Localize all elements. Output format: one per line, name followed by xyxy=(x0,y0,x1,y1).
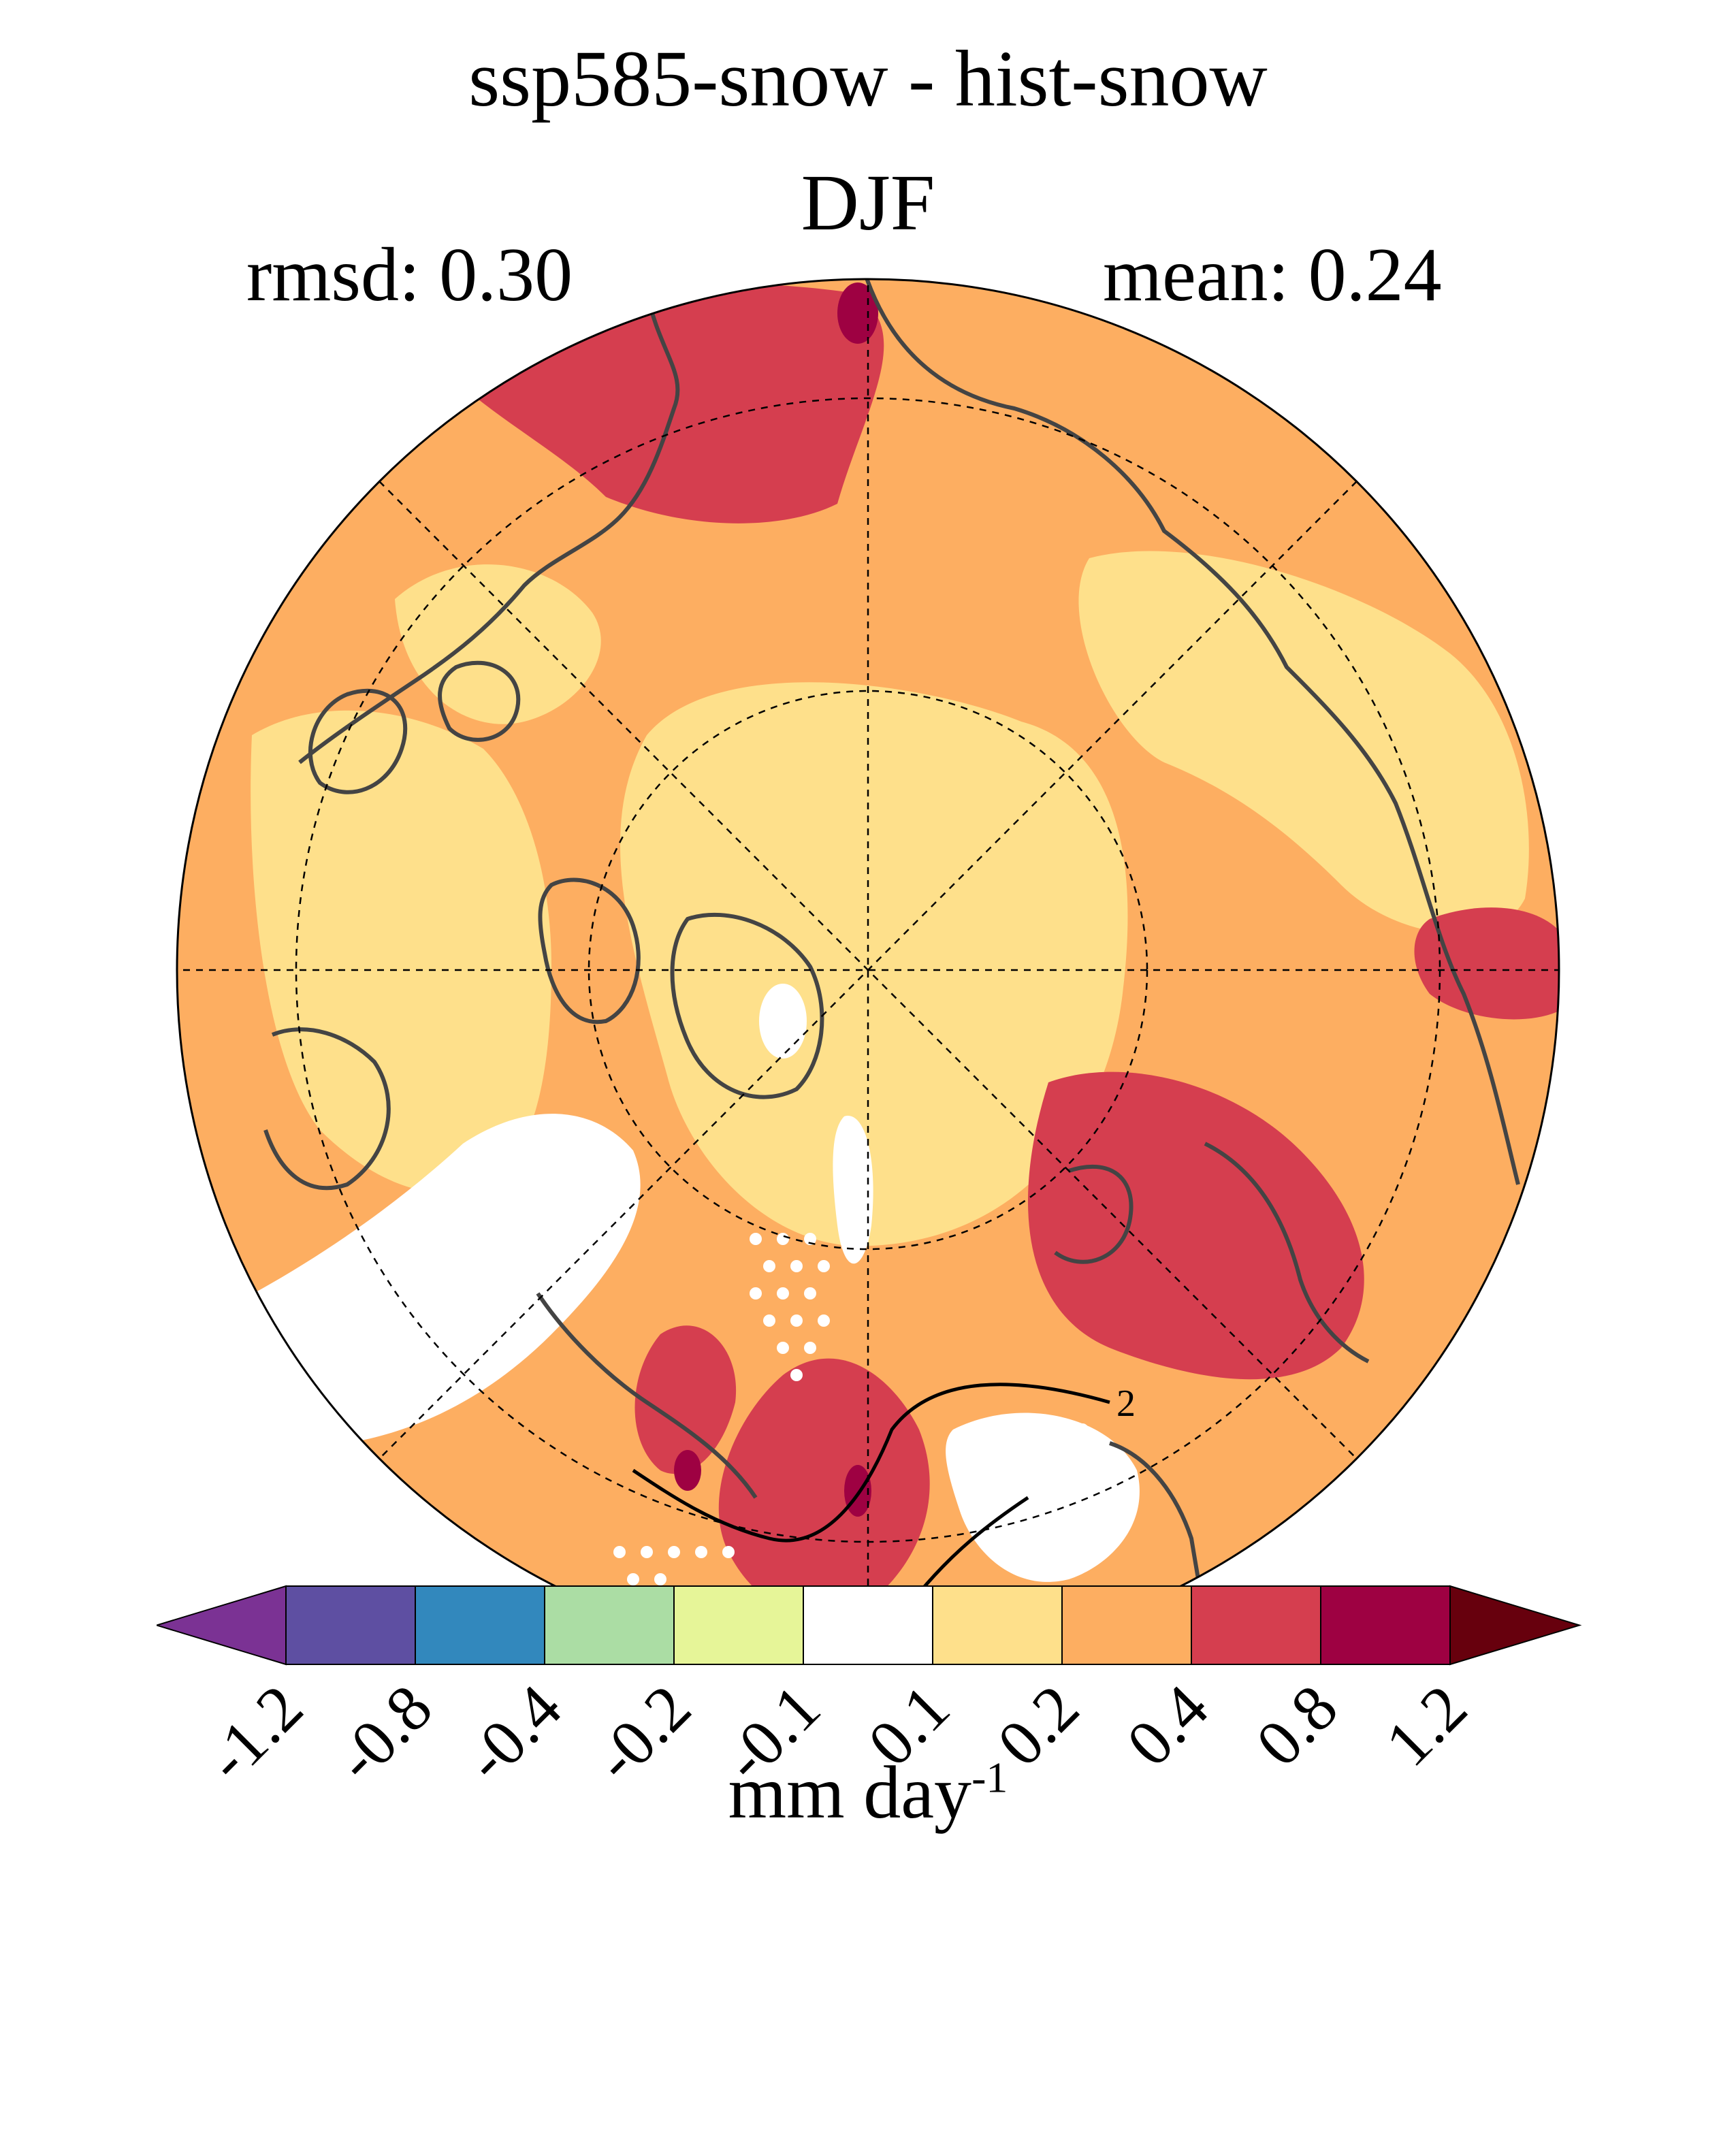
colorbar-swatch xyxy=(415,1585,545,1665)
units-label: mm day-1 xyxy=(0,1749,1736,1836)
colorbar-swatch xyxy=(673,1585,804,1665)
colorbar-swatch xyxy=(932,1585,1063,1665)
colorbar-swatch xyxy=(803,1585,933,1665)
stipple-dots xyxy=(545,1219,1116,1585)
precip-field: 2 xyxy=(177,279,1559,1661)
rmsd-label: rmsd: 0.30 xyxy=(246,233,573,317)
units-base: mm day xyxy=(728,1751,972,1834)
coastlines xyxy=(263,279,1520,1655)
colorbar-tick-label: -0.8 xyxy=(321,1671,446,1795)
colorbar-tick-label: 0.1 xyxy=(854,1671,963,1780)
field-neg-5 xyxy=(238,1346,280,1389)
field-high-atlantic xyxy=(634,1325,737,1474)
graticule xyxy=(177,279,1559,1661)
map-title: ssp585-snow - hist-snow xyxy=(468,34,1268,123)
mean-label: mean: 0.24 xyxy=(1103,233,1442,317)
colorbar-extend-under xyxy=(157,1585,287,1666)
field-high-eurasia xyxy=(1028,1071,1364,1380)
units-exponent: -1 xyxy=(971,1753,1008,1802)
colorbar: -1.2 -0.8 -0.4 -0.2 -0.1 0.1 0.2 0.4 0.8 1.2 xyxy=(157,1585,1582,1795)
colorbar-swatch xyxy=(1061,1585,1192,1665)
colorbar-tick-label: -0.4 xyxy=(451,1671,575,1795)
field-neutral-greenland xyxy=(833,1116,873,1264)
contour-label: 2 xyxy=(1116,1383,1136,1425)
colorbar-tick-label: 0.2 xyxy=(983,1671,1093,1780)
field-high-east xyxy=(1414,907,1559,1020)
polar-map: 2 xyxy=(176,278,1560,1662)
colorbar-swatch xyxy=(285,1585,416,1665)
colorbar-swatch xyxy=(1191,1585,1321,1665)
field-high-europe xyxy=(718,1358,930,1617)
colorbar-tick-label: 0.8 xyxy=(1242,1671,1351,1780)
field-low-canada xyxy=(251,710,551,1193)
season-label: DJF xyxy=(801,158,935,247)
colorbar-tick-label: -1.2 xyxy=(192,1671,317,1795)
field-low-center xyxy=(620,682,1128,1246)
field-neg-3 xyxy=(225,1484,362,1532)
colorbar-swatch xyxy=(1320,1585,1451,1665)
colorbar-tick-label: -0.1 xyxy=(709,1671,834,1795)
colorbar-swatch xyxy=(544,1585,675,1665)
colorbar-extend-over xyxy=(1449,1585,1582,1666)
field-neutral-arctic xyxy=(759,984,807,1059)
colorbar-tick-label: 1.2 xyxy=(1371,1671,1481,1780)
field-low-west xyxy=(395,564,601,724)
field-neutral-europe xyxy=(946,1413,1140,1582)
field-neg-2 xyxy=(211,1474,379,1538)
field-max-3 xyxy=(674,1450,701,1491)
field-neg-1 xyxy=(197,1455,399,1552)
colorbar-tick-label: 0.4 xyxy=(1112,1671,1222,1780)
colorbar-tick-label: -0.2 xyxy=(580,1671,705,1795)
field-neg-4 xyxy=(238,1495,340,1524)
